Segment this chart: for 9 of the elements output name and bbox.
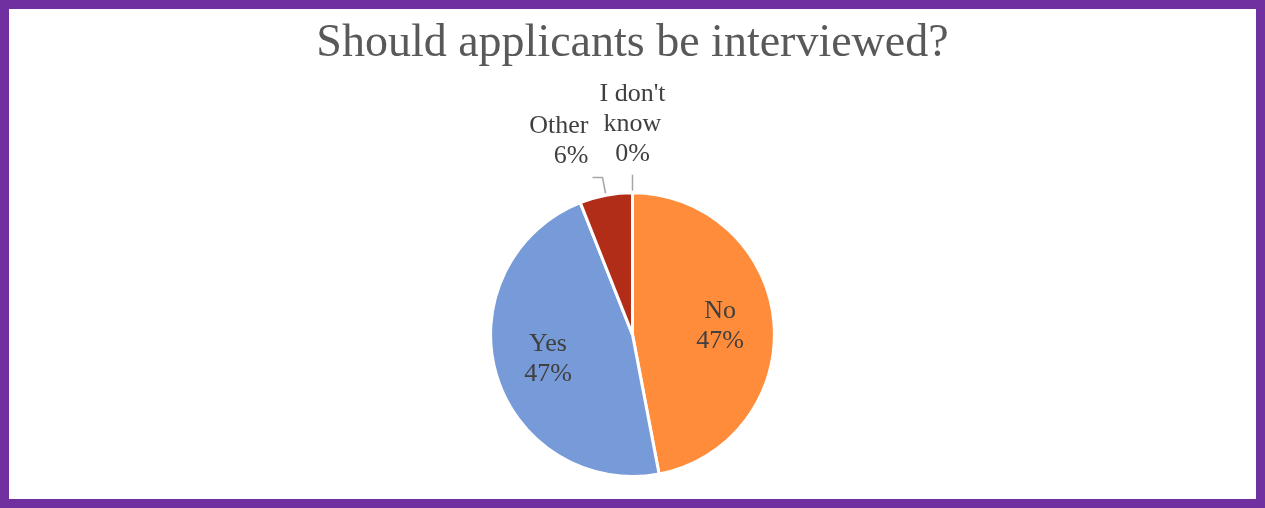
text: 0% (615, 137, 650, 167)
data-label: 47% (524, 357, 572, 387)
category-label: I don't know (599, 77, 666, 137)
data-label: 47% (696, 325, 744, 355)
chart-title: Should applicants be interviewed? (316, 14, 949, 66)
slice-label: Yes (529, 327, 567, 357)
slice-label: No (704, 295, 736, 325)
data-label: 6% (553, 140, 589, 170)
slice-label: Other (529, 110, 589, 140)
